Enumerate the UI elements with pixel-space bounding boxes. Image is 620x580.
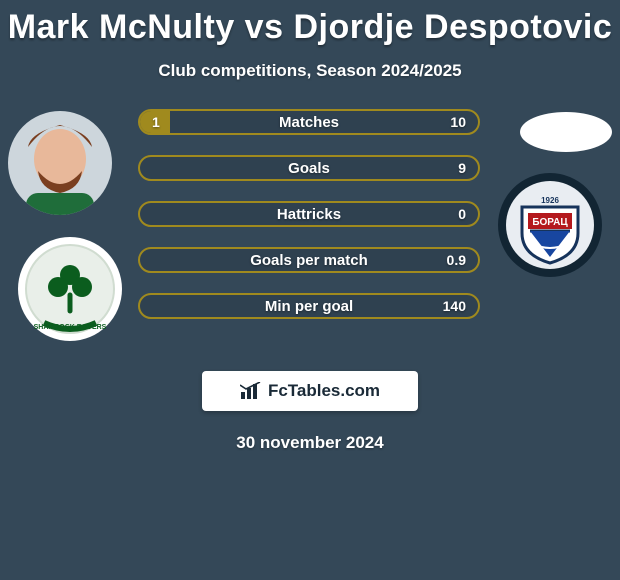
stat-label: Min per goal <box>265 298 353 315</box>
stat-right-value: 10 <box>450 111 466 133</box>
stat-right-value: 0 <box>458 203 466 225</box>
stat-left-value: 1 <box>152 111 160 133</box>
club-left-crest: SHAMROCK ROVERS <box>18 237 122 341</box>
svg-text:БОРАЦ: БОРАЦ <box>532 217 568 228</box>
club-right-crest: БОРАЦ 1926 <box>498 173 602 277</box>
stat-right-value: 9 <box>458 157 466 179</box>
stat-row-matches: 1 Matches 10 <box>138 109 480 135</box>
stat-label: Hattricks <box>277 206 341 223</box>
stat-row-hattricks: Hattricks 0 <box>138 201 480 227</box>
subtitle: Club competitions, Season 2024/2025 <box>0 61 620 81</box>
stat-rows: 1 Matches 10 Goals 9 Hattricks 0 Goals p… <box>138 109 480 339</box>
svg-text:1926: 1926 <box>541 196 559 205</box>
brand-badge[interactable]: FcTables.com <box>202 371 418 411</box>
stat-right-value: 0.9 <box>447 249 466 271</box>
stat-row-goals: Goals 9 <box>138 155 480 181</box>
stat-row-goals-per-match: Goals per match 0.9 <box>138 247 480 273</box>
brand-text: FcTables.com <box>268 381 380 401</box>
stat-right-value: 140 <box>443 295 466 317</box>
stat-label: Goals per match <box>250 252 368 269</box>
svg-text:SHAMROCK ROVERS: SHAMROCK ROVERS <box>34 324 107 331</box>
page-title: Mark McNulty vs Djordje Despotovic <box>0 0 620 47</box>
comparison-area: SHAMROCK ROVERS БОРАЦ 1926 1 Matches 10 … <box>0 105 620 365</box>
date-text: 30 november 2024 <box>0 433 620 453</box>
player-left-avatar <box>8 111 112 215</box>
stat-row-min-per-goal: Min per goal 140 <box>138 293 480 319</box>
stat-label: Goals <box>288 160 330 177</box>
stat-label: Matches <box>279 114 339 131</box>
bar-chart-icon <box>240 382 262 400</box>
player-right-avatar <box>518 105 614 159</box>
